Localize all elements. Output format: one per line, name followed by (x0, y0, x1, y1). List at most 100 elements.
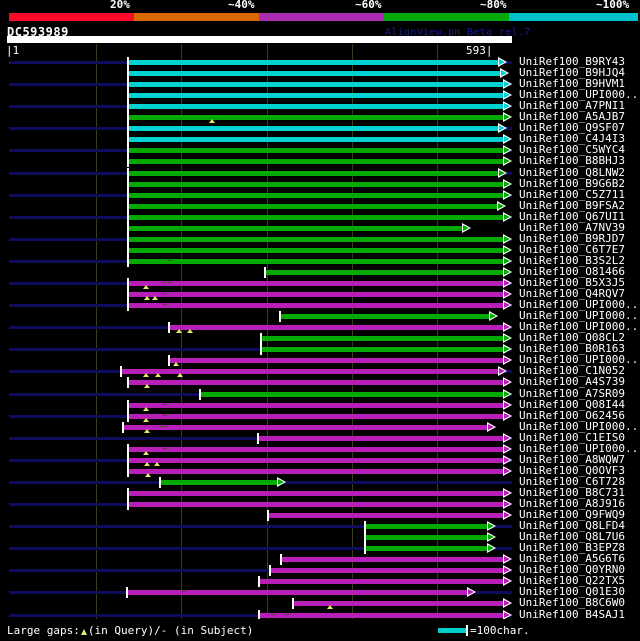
alignment-row[interactable]: UniRef100_A8WQW7 (0, 452, 640, 466)
alignment-bar[interactable] (128, 82, 503, 88)
alignment-row[interactable]: UniRef100_Q08CL2 (0, 331, 640, 345)
alignment-bar[interactable] (128, 60, 498, 65)
alignment-row[interactable]: UniRef100_B9HVM1 (0, 77, 640, 91)
alignment-bar[interactable] (258, 435, 503, 441)
alignment-row[interactable]: UniRef100_C4J4I3 (0, 132, 640, 146)
alignment-bar[interactable] (128, 115, 503, 121)
alignment-row[interactable]: UniRef100_O62456 (0, 408, 640, 422)
alignment-bar[interactable] (281, 557, 503, 563)
alignment-row[interactable]: UniRef100_UPI000.. (0, 420, 640, 433)
alignment-bar[interactable] (127, 590, 467, 596)
alignment-row[interactable]: UniRef100_A5G6T6 (0, 552, 640, 566)
alignment-row[interactable]: UniRef100_B8C6W0 (0, 596, 640, 610)
alignment-row[interactable]: UniRef100_B4SAJ1 (0, 607, 640, 620)
alignment-row[interactable]: UniRef100_Q9FWQ9 (0, 508, 640, 522)
alignment-bar[interactable] (128, 104, 503, 110)
alignment-hit-label[interactable]: UniRef100_O81466 (519, 264, 625, 278)
alignment-bar[interactable] (128, 247, 503, 253)
alignment-row[interactable]: UniRef100_A7PNI1 (0, 99, 640, 113)
alignment-row[interactable]: UniRef100_B9HJQ4 (0, 66, 640, 80)
alignment-hit-label[interactable]: UniRef100_Q01E30 (519, 585, 625, 599)
alignment-row[interactable]: UniRef100_C5WYC4 (0, 143, 640, 157)
alignment-row[interactable]: UniRef100_UPI000.. (0, 88, 640, 102)
alignment-row[interactable]: UniRef100_C1N052 (0, 364, 640, 378)
alignment-row[interactable]: UniRef100_B8C731 (0, 485, 640, 499)
alignment-bar[interactable] (128, 380, 503, 386)
alignment-row[interactable]: UniRef100_Q01E30 (0, 585, 640, 599)
alignment-row[interactable]: UniRef100_C6T728 (0, 475, 640, 488)
alignment-bar[interactable] (128, 236, 503, 242)
alignment-hit-label[interactable]: UniRef100_Q0YRN0 (519, 563, 625, 577)
alignment-hit-label[interactable]: UniRef100_B9G6B2 (519, 176, 625, 190)
alignment-bar[interactable] (128, 402, 503, 408)
alignment-row[interactable]: UniRef100_Q22TX5 (0, 574, 640, 588)
alignment-hit-label[interactable]: UniRef100_UPI000.. (519, 309, 639, 323)
alignment-hit-label[interactable]: UniRef100_B9HVM1 (519, 77, 625, 91)
alignment-hit-label[interactable]: UniRef100_A8J916 (519, 497, 625, 510)
alignment-hit-label[interactable]: UniRef100_B9HJQ4 (519, 66, 625, 80)
alignment-row[interactable]: UniRef100_B0R163 (0, 342, 640, 356)
alignment-row[interactable]: UniRef100_UPI000.. (0, 353, 640, 367)
alignment-bar[interactable] (160, 479, 277, 485)
alignment-hit-label[interactable]: UniRef100_C5Z711 (519, 187, 625, 201)
alignment-hit-label[interactable]: UniRef100_B8C731 (519, 485, 625, 499)
alignment-row[interactable]: UniRef100_B9RJD7 (0, 231, 640, 245)
alignment-row[interactable]: UniRef100_UPI000.. (0, 309, 640, 323)
alignment-bar[interactable] (128, 203, 497, 209)
alignment-bar[interactable] (280, 314, 489, 320)
alignment-row[interactable]: UniRef100_B5X3J5 (0, 276, 640, 289)
alignment-bar[interactable] (128, 71, 500, 77)
alignment-bar[interactable] (265, 269, 503, 275)
alignment-bar[interactable] (128, 159, 503, 165)
alignment-bar[interactable] (268, 513, 503, 519)
alignment-bar[interactable] (259, 579, 503, 585)
alignment-row[interactable]: UniRef100_Q4RQV7 (0, 287, 640, 301)
alignment-hit-label[interactable]: UniRef100_B8C6W0 (519, 596, 625, 610)
alignment-bar[interactable] (259, 612, 503, 618)
alignment-row[interactable]: UniRef100_B3EPZ8 (0, 541, 640, 555)
alignment-row[interactable]: UniRef100_A5AJB7 (0, 110, 640, 124)
alignment-hit-label[interactable]: UniRef100_O62456 (519, 408, 625, 422)
alignment-bar[interactable] (270, 568, 503, 574)
alignment-row[interactable]: UniRef100_Q08I44 (0, 397, 640, 411)
alignment-row[interactable]: UniRef100_O81466 (0, 264, 640, 278)
alignment-hit-label[interactable]: UniRef100_Q08CL2 (519, 331, 625, 345)
alignment-hit-label[interactable]: UniRef100_B4SAJ1 (519, 607, 625, 620)
alignment-bar[interactable] (128, 225, 462, 231)
alignment-row[interactable]: UniRef100_B9FSA2 (0, 198, 640, 212)
alignment-row[interactable]: UniRef100_Q9SF07 (0, 121, 640, 135)
alignment-hit-label[interactable]: UniRef100_Q08I44 (519, 397, 625, 411)
alignment-bar[interactable] (128, 181, 503, 187)
alignment-row[interactable]: UniRef100_B8BHJ3 (0, 154, 640, 168)
alignment-row[interactable]: UniRef100_A7SR09 (0, 387, 640, 400)
alignment-hit-label[interactable]: UniRef100_A7NV39 (519, 220, 625, 234)
alignment-hit-label[interactable]: UniRef100_B9FSA2 (519, 198, 625, 212)
alignment-row[interactable]: UniRef100_C5Z711 (0, 187, 640, 201)
alignment-row[interactable]: UniRef100_A4S739 (0, 375, 640, 389)
alignment-bar[interactable] (128, 192, 503, 198)
alignment-bar[interactable] (365, 546, 487, 552)
alignment-row[interactable]: UniRef100_UPI000.. (0, 298, 640, 312)
alignment-hit-label[interactable]: UniRef100_C1N052 (519, 364, 625, 378)
alignment-bar[interactable] (293, 601, 503, 607)
alignment-bar[interactable] (128, 258, 503, 264)
alignment-bar[interactable] (121, 369, 498, 375)
alignment-bar[interactable] (123, 424, 487, 430)
alignment-hit-label[interactable]: UniRef100_Q4RQV7 (519, 287, 625, 301)
alignment-hit-label[interactable]: UniRef100_B9RJD7 (519, 231, 625, 245)
alignment-bar[interactable] (261, 347, 503, 353)
alignment-hit-label[interactable]: UniRef100_Q0OVF3 (519, 463, 625, 477)
alignment-bar[interactable] (128, 303, 503, 309)
alignment-bar[interactable] (128, 214, 503, 220)
alignment-hit-label[interactable]: UniRef100_B5X3J5 (519, 276, 625, 289)
alignment-row[interactable]: UniRef100_B9G6B2 (0, 176, 640, 190)
alignment-hit-label[interactable]: UniRef100_B3EPZ8 (519, 541, 625, 555)
alignment-row[interactable]: UniRef100_Q8L7U6 (0, 530, 640, 544)
alignment-bar[interactable] (169, 325, 503, 331)
alignment-hit-label[interactable]: UniRef100_A8WQW7 (519, 452, 625, 466)
alignment-hit-label[interactable]: UniRef100_A5AJB7 (519, 110, 625, 124)
alignment-row[interactable]: UniRef100_Q67UI1 (0, 210, 640, 223)
alignment-bar[interactable] (365, 524, 487, 530)
alignment-bar[interactable] (128, 93, 503, 99)
alignment-row[interactable]: UniRef100_C1EIS0 (0, 431, 640, 444)
